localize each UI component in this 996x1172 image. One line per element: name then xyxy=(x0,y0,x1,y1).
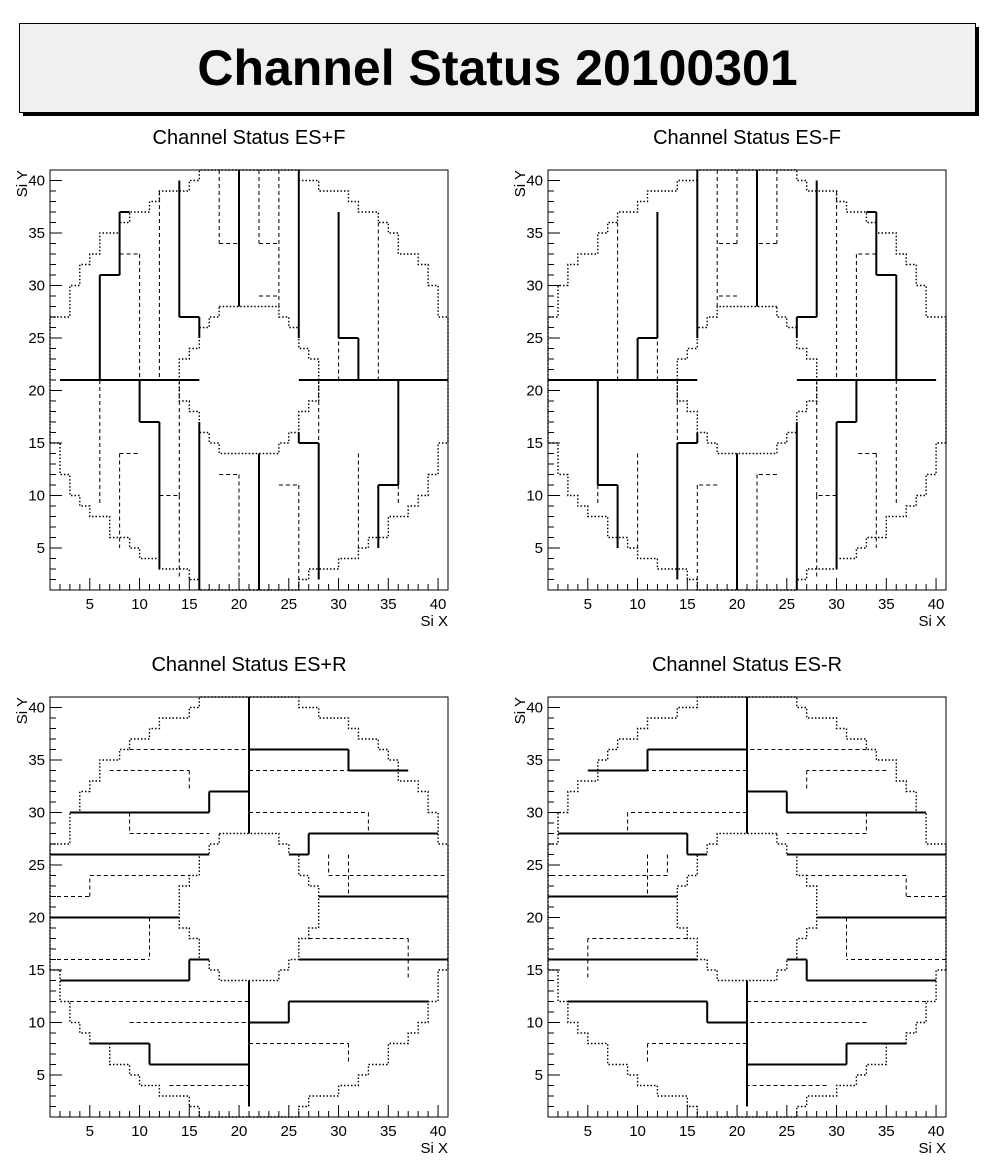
y-tick-label: 25 xyxy=(28,330,45,347)
chart-title: Channel Status ES+F xyxy=(153,127,346,149)
x-tick-label: 5 xyxy=(584,1123,592,1140)
x-tick-label: 15 xyxy=(679,596,696,613)
y-tick-label: 35 xyxy=(526,225,543,242)
x-tick-label: 10 xyxy=(131,1123,148,1140)
chart-title: Channel Status ES-F xyxy=(653,127,841,149)
y-tick-label: 30 xyxy=(28,805,45,822)
chart-title: Channel Status ES-R xyxy=(652,654,842,676)
y-tick-label: 40 xyxy=(526,700,543,717)
x-tick-label: 20 xyxy=(729,1123,746,1140)
x-tick-label: 40 xyxy=(928,1123,945,1140)
x-tick-label: 20 xyxy=(231,596,248,613)
boundary-line-dotted xyxy=(676,305,818,455)
y-tick-label: 35 xyxy=(28,752,45,769)
x-axis-label: Si X xyxy=(420,1140,448,1157)
x-tick-label: 40 xyxy=(430,1123,447,1140)
y-tick-label: 10 xyxy=(526,1015,543,1032)
y-tick-label: 15 xyxy=(28,435,45,452)
chart-es-plus-r: Channel Status ES+R 5 10 15 20 25 30 35 40 5 10 15 2… xyxy=(14,654,449,1157)
x-tick-label: 35 xyxy=(380,1123,397,1140)
y-tick-label: 10 xyxy=(526,488,543,505)
y-tick-label: 20 xyxy=(28,910,45,927)
y-tick-label: 40 xyxy=(28,700,45,717)
y-tick-label: 30 xyxy=(526,805,543,822)
y-axis-label: Si Y xyxy=(14,170,31,197)
x-tick-label: 30 xyxy=(330,596,347,613)
x-tick-label: 35 xyxy=(878,596,895,613)
x-tick-label: 30 xyxy=(330,1123,347,1140)
y-tick-label: 40 xyxy=(526,173,543,190)
x-tick-label: 35 xyxy=(380,596,397,613)
chart-es-minus-r: Channel Status ES-R 5 10 15 20 25 30 35 40 5 10 15 2… xyxy=(512,654,947,1157)
boundary-line-dotted xyxy=(547,169,947,591)
boundary-line-dotted xyxy=(547,696,947,1118)
y-tick-label: 15 xyxy=(526,962,543,979)
y-tick-label: 5 xyxy=(37,540,45,557)
page-title: Channel Status 20100301 xyxy=(197,40,798,96)
y-tick-label: 25 xyxy=(28,857,45,874)
y-tick-label: 40 xyxy=(28,173,45,190)
y-tick-label: 5 xyxy=(535,540,543,557)
y-axis-label: Si Y xyxy=(512,697,529,724)
x-tick-label: 15 xyxy=(679,1123,696,1140)
y-tick-label: 10 xyxy=(28,1015,45,1032)
y-tick-label: 15 xyxy=(28,962,45,979)
boundary-line-dotted xyxy=(49,169,449,591)
y-tick-label: 30 xyxy=(28,278,45,295)
x-axis-label: Si X xyxy=(420,613,448,630)
y-tick-label: 5 xyxy=(37,1067,45,1084)
x-tick-label: 35 xyxy=(878,1123,895,1140)
chart-es-minus-f: Channel Status ES-F 5 10 15 20 25 30 35 40 5 10 15 2… xyxy=(512,127,947,630)
x-tick-label: 40 xyxy=(430,596,447,613)
y-axis-label: Si Y xyxy=(14,697,31,724)
y-tick-label: 20 xyxy=(28,383,45,400)
x-tick-label: 20 xyxy=(729,596,746,613)
y-axis-label: Si Y xyxy=(512,170,529,197)
y-tick-label: 5 xyxy=(535,1067,543,1084)
y-tick-label: 15 xyxy=(526,435,543,452)
x-tick-label: 25 xyxy=(280,596,297,613)
title-shadow-right xyxy=(976,27,979,116)
x-tick-label: 30 xyxy=(828,1123,845,1140)
x-tick-label: 25 xyxy=(778,1123,795,1140)
y-tick-label: 25 xyxy=(526,330,543,347)
chart-title: Channel Status ES+R xyxy=(151,654,346,676)
y-tick-label: 20 xyxy=(526,910,543,927)
y-tick-label: 30 xyxy=(526,278,543,295)
x-tick-label: 10 xyxy=(131,596,148,613)
title-box: Channel Status 20100301 xyxy=(19,23,976,113)
x-tick-label: 40 xyxy=(928,596,945,613)
x-tick-label: 15 xyxy=(181,596,198,613)
x-tick-label: 5 xyxy=(86,1123,94,1140)
x-tick-label: 15 xyxy=(181,1123,198,1140)
y-tick-label: 25 xyxy=(526,857,543,874)
x-tick-label: 5 xyxy=(584,596,592,613)
x-tick-label: 10 xyxy=(629,596,646,613)
y-tick-label: 35 xyxy=(28,225,45,242)
y-tick-label: 10 xyxy=(28,488,45,505)
boundary-line-dotted xyxy=(178,305,320,455)
y-tick-label: 20 xyxy=(526,383,543,400)
x-tick-label: 20 xyxy=(231,1123,248,1140)
x-axis-label: Si X xyxy=(918,613,946,630)
x-tick-label: 25 xyxy=(280,1123,297,1140)
y-tick-label: 35 xyxy=(526,752,543,769)
x-tick-label: 5 xyxy=(86,596,94,613)
boundary-line-dotted xyxy=(49,696,449,1118)
x-tick-label: 10 xyxy=(629,1123,646,1140)
x-tick-label: 25 xyxy=(778,596,795,613)
title-shadow-bottom xyxy=(23,113,979,116)
x-tick-label: 30 xyxy=(828,596,845,613)
chart-es-plus-f: Channel Status ES+F 5 10 15 20 25 30 35 40 5 10 15 2… xyxy=(14,127,449,630)
x-axis-label: Si X xyxy=(918,1140,946,1157)
